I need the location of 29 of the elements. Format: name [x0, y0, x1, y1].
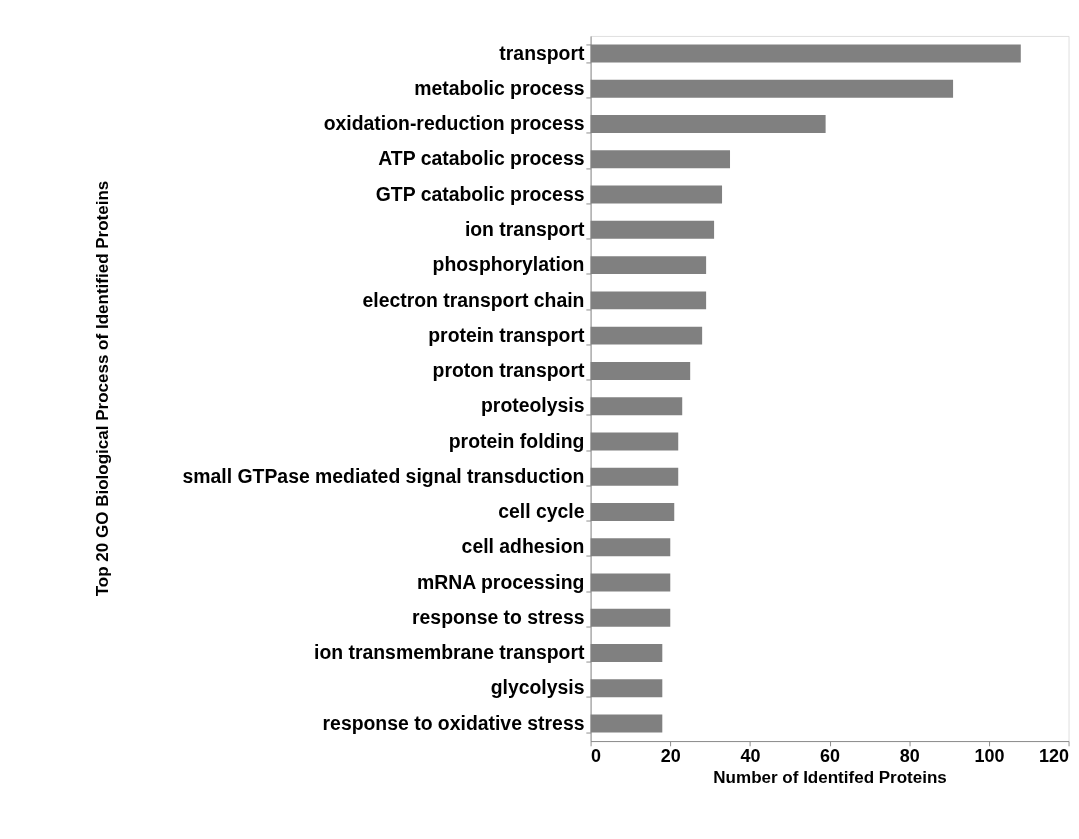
y-tick-label: cell adhesion — [461, 535, 585, 558]
y-tick-label: protein folding — [448, 429, 585, 452]
y-tick-label: small GTPase mediated signal transduction — [182, 464, 585, 487]
y-tick-label: electron transport chain — [362, 288, 585, 311]
y-tick-label: oxidation-reduction process — [323, 112, 585, 135]
y-tick-label: proteolysis — [481, 394, 585, 417]
x-tick-label: 60 — [820, 746, 841, 767]
y-tick-label: metabolic process — [414, 76, 585, 99]
y-tick-label: response to stress — [412, 605, 585, 628]
y-tick-label: ATP catabolic process — [378, 147, 585, 170]
y-tick-label: ion transport — [464, 218, 585, 241]
x-tick-label: 0 — [591, 746, 602, 767]
x-tick-label: 80 — [899, 746, 920, 767]
y-tick-label: transport — [499, 41, 585, 64]
x-tick-label: 20 — [660, 746, 681, 767]
y-tick-label: GTP catabolic process — [375, 182, 585, 205]
y-tick-label: phosphorylation — [432, 253, 585, 276]
x-tick-label: 40 — [740, 746, 761, 767]
x-tick-label: 100 — [974, 746, 1005, 767]
y-tick-label: glycolysis — [490, 676, 585, 699]
y-tick-label: protein transport — [428, 323, 585, 346]
y-axis-title: Top 20 GO Biological Process of Identified Proteins — [93, 180, 113, 597]
y-tick-label: cell cycle — [498, 500, 585, 523]
x-axis-title: Number of Identifed Proteins — [713, 768, 947, 788]
y-tick-label: ion transmembrane transport — [314, 641, 585, 664]
y-tick-label: proton transport — [432, 359, 585, 382]
x-tick-label: 120 — [1039, 746, 1070, 767]
y-tick-label: mRNA processing — [417, 570, 585, 593]
y-tick-label: response to oxidative stress — [322, 711, 585, 734]
